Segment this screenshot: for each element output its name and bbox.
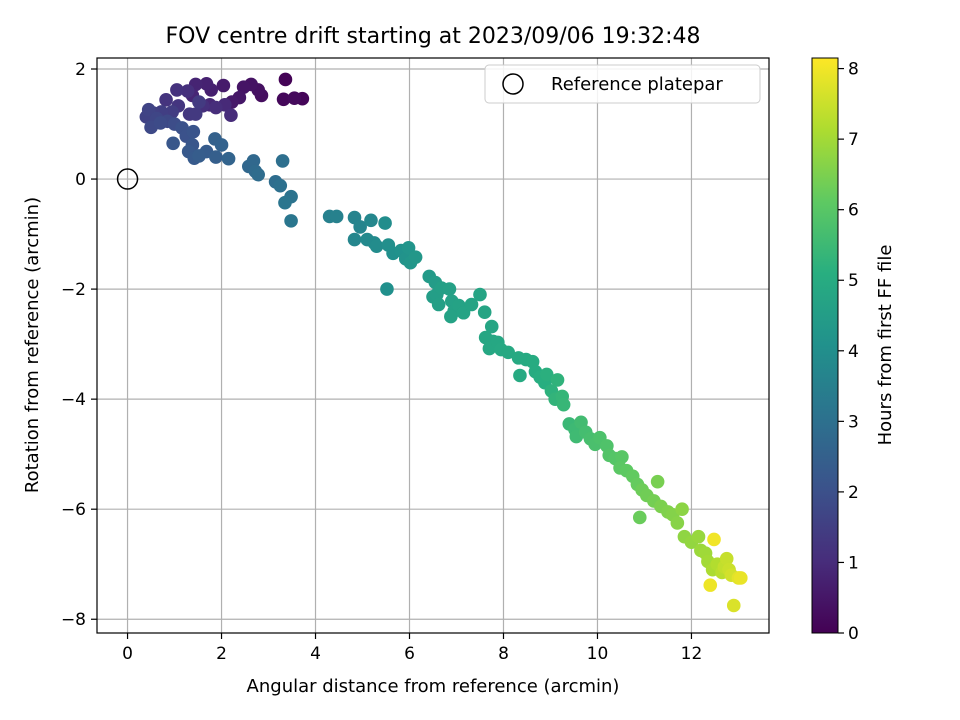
scatter-point (615, 450, 629, 464)
scatter-point (484, 319, 499, 334)
scatter-point (734, 571, 748, 585)
scatter-point (539, 367, 554, 382)
legend: Reference platepar (484, 64, 761, 104)
scatter-point (401, 241, 416, 255)
scatter-point (464, 297, 479, 312)
scatter-point (278, 195, 292, 210)
colorbar-tick-label: 8 (848, 60, 859, 80)
chart-title: FOV centre drift starting at 2023/09/06 … (166, 24, 701, 49)
scatter-point (273, 178, 288, 193)
x-tick-label: 6 (404, 644, 415, 664)
y-tick-label: 0 (75, 170, 86, 190)
x-tick-label: 4 (310, 644, 321, 664)
colorbar-gradient (811, 57, 839, 634)
scatter-point (214, 138, 229, 152)
reference-marker (116, 168, 139, 190)
scatter-point (141, 102, 156, 117)
y-tick-label: −4 (61, 390, 86, 410)
scatter-point (284, 214, 298, 228)
scatter-point (186, 124, 201, 139)
y-tick-label: −6 (61, 500, 86, 520)
scatter-point (477, 305, 492, 320)
scatter-point (364, 213, 378, 228)
x-tick-label: 10 (587, 644, 609, 664)
scatter-point (650, 474, 665, 489)
scatter-point (180, 84, 195, 98)
scatter-point (275, 154, 290, 168)
scatter-point (670, 516, 685, 530)
scatter-point (378, 216, 392, 230)
scatter-point (209, 150, 223, 164)
scatter-point (408, 250, 423, 264)
scatter-point (209, 100, 223, 115)
scatter-point (501, 345, 515, 360)
scatter-point (380, 282, 394, 296)
scatter-point (632, 510, 647, 525)
colorbar-tick-label: 5 (848, 271, 859, 291)
x-axis-label: Angular distance from reference (arcmin) (247, 676, 620, 697)
y-tick-label: −8 (61, 610, 86, 630)
scatter-point (726, 598, 741, 613)
colorbar-tick-label: 3 (848, 412, 859, 432)
colorbar-tick-label: 4 (848, 342, 859, 362)
colorbar: 0 1 2 3 4 5 6 7 8 Hours from first FF file (811, 57, 896, 644)
scatter-point (246, 154, 261, 168)
scatter-point (431, 297, 446, 312)
colorbar-label: Hours from first FF file (875, 245, 896, 446)
scatter-point (166, 136, 180, 151)
scatter-point (236, 80, 251, 94)
scatter-point (675, 502, 689, 516)
colorbar-tick-label: 7 (848, 130, 859, 150)
colorbar-tick-label: 0 (848, 624, 859, 644)
scatter-point (329, 209, 344, 224)
legend-box (484, 64, 761, 104)
scatter-point (224, 108, 238, 123)
scatter-point (287, 91, 302, 105)
y-tick-label: 2 (75, 60, 86, 80)
scatter-point (159, 93, 173, 107)
scatter-point (513, 368, 527, 383)
scatter-point (347, 232, 362, 247)
scatter-point (170, 83, 184, 97)
scatter-point (153, 116, 168, 130)
scatter-point (691, 529, 706, 544)
x-tick-label: 2 (216, 644, 227, 664)
scatter-point (550, 373, 565, 387)
x-tick-label: 0 (122, 644, 133, 664)
scatter-point (473, 287, 487, 302)
scatter-point (278, 72, 293, 87)
scatter-point (188, 107, 203, 121)
scatter-point (221, 151, 236, 166)
scatter-point (276, 92, 291, 107)
x-tick-label: 12 (681, 644, 703, 664)
colorbar-ticks: 0 1 2 3 4 5 6 7 8 (838, 60, 859, 644)
data-points (116, 72, 748, 613)
legend-marker-reference (502, 73, 524, 95)
scatter-point (192, 149, 206, 163)
scatter-point (216, 78, 231, 93)
x-tick-label: 8 (498, 644, 509, 664)
y-tick-label: −2 (61, 280, 86, 300)
scatter-point (556, 397, 571, 412)
scatter-point (442, 282, 457, 296)
scatter-point (192, 95, 206, 109)
legend-entry-reference: Reference platepar (551, 74, 723, 95)
colorbar-tick-label: 2 (848, 483, 859, 503)
scatter-point (353, 220, 367, 234)
colorbar-tick-label: 1 (848, 553, 859, 573)
scatter-point (703, 578, 718, 592)
y-axis-ticks: −8 −6 −4 −2 0 2 (61, 60, 97, 630)
colorbar-tick-label: 6 (848, 201, 859, 221)
x-axis-ticks: 0 2 4 6 8 10 12 (122, 633, 702, 664)
scatter-point (199, 77, 214, 91)
scatter-point (719, 551, 734, 566)
scatter-point (444, 309, 458, 324)
scatter-point (707, 532, 721, 547)
plot-frame (96, 57, 770, 634)
scatter-point (369, 239, 384, 253)
y-axis-label: Rotation from reference (arcmin) (22, 197, 43, 493)
scatter-point (251, 167, 265, 182)
